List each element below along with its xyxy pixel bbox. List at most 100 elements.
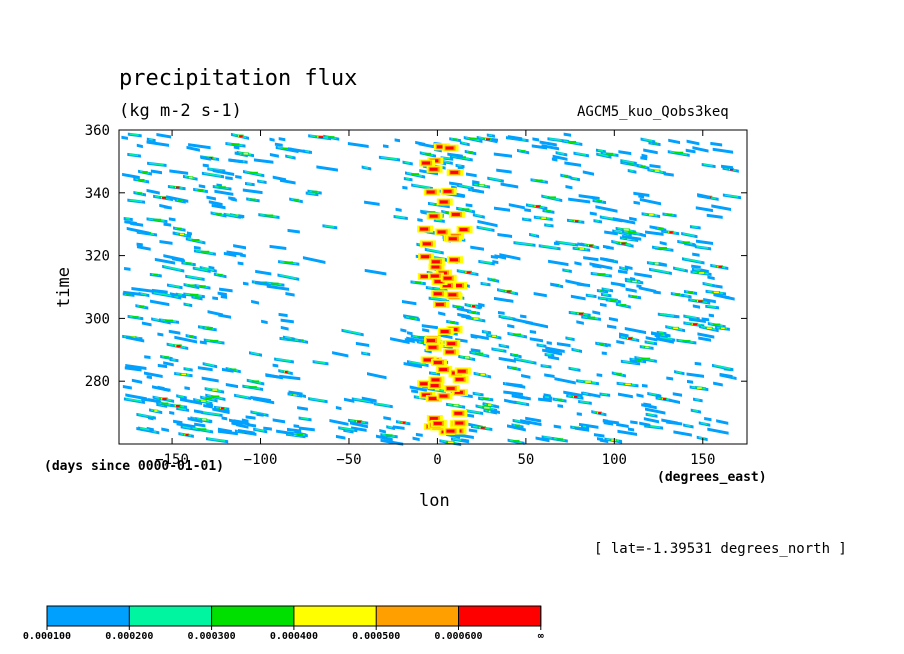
precip-streak <box>470 334 478 339</box>
precip-streak <box>191 295 203 301</box>
precip-streak <box>198 184 206 189</box>
precip-streak <box>297 406 308 411</box>
precip-streak <box>578 194 600 200</box>
precip-streak <box>618 269 628 275</box>
precip-streak <box>194 283 211 290</box>
precip-streak <box>185 274 205 282</box>
precip-streak <box>407 360 429 368</box>
precip-core <box>419 159 436 167</box>
precip-streak <box>255 281 269 287</box>
precip-streak <box>615 302 631 309</box>
precip-streak <box>689 385 709 392</box>
precip-streak <box>422 328 430 333</box>
precip-streak <box>713 293 735 301</box>
precip-streak <box>241 418 249 423</box>
precip-core <box>440 282 457 290</box>
precip-streak <box>246 378 265 386</box>
precip-streak <box>611 239 634 248</box>
precip-streak <box>710 263 729 270</box>
precip-streak <box>627 168 637 174</box>
precip-streak <box>407 331 413 336</box>
precip-core <box>440 274 457 282</box>
precip-core <box>451 388 468 396</box>
precip-streak <box>280 325 289 331</box>
precip-streak <box>458 354 476 362</box>
precip-streak <box>624 327 647 335</box>
precip-streak <box>707 321 726 329</box>
precip-streak <box>269 244 287 251</box>
precip-streak <box>692 146 709 153</box>
precip-streak <box>507 365 521 372</box>
precip-streak <box>629 216 637 222</box>
precip-streak <box>236 150 255 158</box>
precip-streak <box>459 141 470 147</box>
x-axis-units: (degrees_east) <box>657 470 767 485</box>
precip-streak <box>221 416 228 421</box>
precip-streak <box>478 259 495 266</box>
precip-streak <box>525 320 549 329</box>
precip-streak <box>599 392 611 397</box>
precip-streak <box>662 212 677 218</box>
precip-streak <box>183 292 205 299</box>
precip-streak <box>663 172 674 177</box>
precip-streak <box>393 215 408 220</box>
precip-streak <box>592 198 607 205</box>
precip-streak <box>207 310 224 317</box>
precip-streak <box>686 379 694 384</box>
precip-streak <box>555 240 579 247</box>
precip-streak <box>201 171 225 179</box>
x-tick-label: 100 <box>602 452 627 468</box>
precip-streak <box>187 417 203 424</box>
precip-streak <box>683 290 698 295</box>
precip-streak <box>570 176 580 182</box>
precip-streak <box>542 395 553 400</box>
precip-streak <box>705 304 719 310</box>
precip-streak <box>200 395 218 403</box>
precip-streak <box>169 169 189 175</box>
precip-streak <box>293 424 300 428</box>
precip-streak <box>694 245 712 251</box>
precip-streak <box>585 293 597 299</box>
precip-streak <box>305 191 319 197</box>
legend-label: 0.000400 <box>270 631 318 642</box>
precip-streak <box>640 137 656 144</box>
precip-streak <box>173 226 186 232</box>
precip-streak <box>210 211 227 218</box>
precip-streak <box>146 140 169 147</box>
precip-core <box>428 258 445 266</box>
precip-streak <box>447 152 463 158</box>
precip-streak <box>524 208 531 213</box>
precip-streak <box>125 335 145 343</box>
precip-streak <box>131 378 143 384</box>
precip-core <box>428 376 445 384</box>
precip-core <box>443 427 460 435</box>
precip-streak <box>251 299 259 305</box>
precip-streak <box>628 294 642 300</box>
precip-core <box>427 382 444 390</box>
precip-streak <box>666 376 674 381</box>
precip-streak <box>184 386 190 391</box>
precip-streak <box>576 412 582 416</box>
precip-streak <box>565 336 575 342</box>
precip-streak <box>266 284 290 291</box>
precip-streak <box>225 142 246 148</box>
precip-streak <box>316 165 338 172</box>
precip-streak <box>636 164 650 170</box>
precip-streak <box>541 194 563 203</box>
precip-streak <box>540 364 552 369</box>
precip-streak <box>378 155 401 162</box>
y-axis-ticks: 280 300 320 340 360 <box>85 123 747 390</box>
precip-core <box>445 235 462 243</box>
precip-streak <box>457 312 470 319</box>
precip-streak <box>719 372 733 379</box>
precip-streak <box>689 225 701 230</box>
precip-streak <box>708 313 714 318</box>
precip-streak <box>545 346 565 353</box>
precip-streak <box>624 265 633 271</box>
legend-swatch <box>47 606 130 626</box>
precip-streak <box>539 140 557 147</box>
precip-streak <box>497 232 513 238</box>
precip-streak <box>697 193 711 199</box>
precip-streak <box>199 340 207 345</box>
precip-streak <box>472 213 485 219</box>
